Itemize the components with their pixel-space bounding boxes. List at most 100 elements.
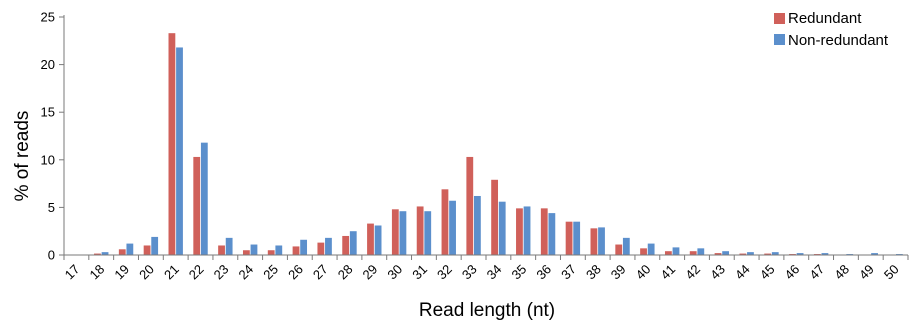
x-tick-label: 31 bbox=[409, 262, 430, 283]
x-tick-label: 50 bbox=[881, 262, 902, 283]
bar-redundant-34 bbox=[491, 179, 499, 255]
bar-redundant-20 bbox=[143, 245, 151, 255]
bar-redundant-26 bbox=[292, 246, 300, 255]
x-tick-label: 25 bbox=[260, 262, 281, 283]
x-tick-label: 42 bbox=[682, 262, 703, 283]
bar-redundant-37 bbox=[565, 221, 573, 255]
bar-redundant-21 bbox=[168, 33, 176, 256]
bar-non-redundant-31 bbox=[424, 211, 432, 255]
bar-redundant-45 bbox=[764, 253, 772, 255]
legend: Redundant Non-redundant bbox=[774, 10, 889, 49]
x-tick-label: 26 bbox=[285, 262, 306, 283]
x-tick-label: 28 bbox=[335, 262, 356, 283]
y-tick-label: 20 bbox=[41, 57, 55, 72]
bar-redundant-23 bbox=[218, 245, 225, 255]
bar-non-redundant-42 bbox=[697, 248, 705, 255]
y-axis-title: % of reads bbox=[12, 111, 33, 202]
x-axis-title: Read length (nt) bbox=[419, 300, 555, 321]
bar-redundant-40 bbox=[640, 248, 647, 255]
x-tick-label: 20 bbox=[136, 262, 157, 283]
bar-redundant-39 bbox=[615, 244, 623, 255]
bar-non-redundant-19 bbox=[126, 243, 134, 255]
bar-non-redundant-49 bbox=[871, 253, 878, 255]
y-tick-label: 10 bbox=[41, 152, 55, 167]
x-tick-label: 43 bbox=[707, 262, 728, 283]
bar-redundant-19 bbox=[118, 249, 126, 255]
x-tick-label: 46 bbox=[782, 262, 803, 283]
bar-redundant-25 bbox=[267, 250, 275, 255]
bar-redundant-33 bbox=[466, 156, 474, 255]
x-tick-label: 27 bbox=[310, 262, 331, 283]
bar-redundant-43 bbox=[714, 253, 722, 255]
bar-non-redundant-20 bbox=[151, 236, 159, 255]
bar-non-redundant-30 bbox=[399, 211, 407, 255]
y-tick-label: 0 bbox=[48, 248, 55, 263]
bar-non-redundant-18 bbox=[101, 252, 109, 255]
bar-redundant-27 bbox=[317, 242, 325, 255]
bar-non-redundant-47 bbox=[821, 253, 829, 255]
y-axis-ticks: 0 5 10 15 20 25 bbox=[41, 10, 64, 263]
bar-non-redundant-35 bbox=[523, 206, 531, 255]
x-tick-label: 21 bbox=[161, 262, 182, 283]
bar-redundant-18 bbox=[94, 253, 101, 255]
x-tick-label: 33 bbox=[459, 262, 480, 283]
x-tick-label: 18 bbox=[87, 262, 108, 283]
x-tick-label: 22 bbox=[186, 262, 207, 283]
x-tick-label: 48 bbox=[831, 262, 852, 283]
x-tick-label: 24 bbox=[235, 262, 256, 283]
x-tick-label: 23 bbox=[211, 262, 232, 283]
x-tick-label: 39 bbox=[608, 262, 629, 283]
x-tick-label: 44 bbox=[732, 262, 753, 283]
bar-non-redundant-38 bbox=[598, 227, 605, 255]
x-tick-label: 37 bbox=[558, 262, 579, 283]
x-tick-label: 19 bbox=[111, 262, 132, 283]
bar-redundant-30 bbox=[391, 209, 399, 255]
x-tick-label: 38 bbox=[583, 262, 604, 283]
bar-redundant-28 bbox=[342, 235, 350, 255]
bar-redundant-38 bbox=[590, 228, 598, 255]
x-tick-label: 29 bbox=[360, 262, 381, 283]
bar-non-redundant-34 bbox=[498, 201, 506, 255]
legend-swatch-redundant bbox=[774, 13, 785, 24]
bar-non-redundant-36 bbox=[548, 213, 556, 255]
x-tick-label: 17 bbox=[62, 262, 83, 283]
bar-non-redundant-22 bbox=[200, 142, 208, 255]
bar-non-redundant-43 bbox=[722, 251, 730, 255]
bar-redundant-36 bbox=[540, 208, 548, 255]
legend-label-non-redundant: Non-redundant bbox=[788, 32, 889, 49]
bar-redundant-32 bbox=[441, 189, 449, 255]
bar-non-redundant-23 bbox=[225, 237, 233, 255]
plot-bars bbox=[69, 33, 903, 256]
bar-non-redundant-44 bbox=[747, 252, 754, 255]
x-tick-label: 49 bbox=[856, 262, 877, 283]
bar-non-redundant-28 bbox=[349, 231, 357, 255]
bar-redundant-42 bbox=[689, 251, 697, 255]
bar-non-redundant-41 bbox=[672, 247, 680, 255]
x-axis-ticks: 17 18 19 20 21 22 23 24 25 26 27 28 29 30 31 32 33 34 35 36… bbox=[62, 255, 909, 283]
x-tick-label: 32 bbox=[434, 262, 455, 283]
bar-non-redundant-25 bbox=[275, 245, 283, 255]
y-tick-label: 5 bbox=[48, 200, 55, 215]
x-tick-label: 40 bbox=[633, 262, 654, 283]
bar-non-redundant-46 bbox=[796, 253, 804, 255]
bar-non-redundant-45 bbox=[771, 252, 779, 255]
y-tick-label: 15 bbox=[41, 105, 55, 120]
bar-redundant-29 bbox=[367, 223, 374, 255]
x-tick-label: 45 bbox=[757, 262, 778, 283]
x-tick-label: 30 bbox=[384, 262, 405, 283]
bar-redundant-22 bbox=[193, 156, 201, 255]
x-tick-label: 41 bbox=[657, 262, 678, 283]
bar-non-redundant-26 bbox=[300, 239, 308, 255]
y-tick-label: 25 bbox=[41, 10, 55, 25]
bar-redundant-41 bbox=[664, 251, 672, 255]
legend-swatch-non-redundant bbox=[774, 34, 785, 45]
x-tick-label: 35 bbox=[509, 262, 530, 283]
bar-non-redundant-37 bbox=[573, 221, 581, 255]
legend-label-redundant: Redundant bbox=[788, 10, 862, 27]
bar-redundant-35 bbox=[516, 208, 523, 255]
x-tick-label: 36 bbox=[533, 262, 554, 283]
bar-non-redundant-40 bbox=[647, 243, 655, 255]
bar-non-redundant-33 bbox=[473, 195, 481, 255]
bar-non-redundant-24 bbox=[250, 244, 258, 255]
